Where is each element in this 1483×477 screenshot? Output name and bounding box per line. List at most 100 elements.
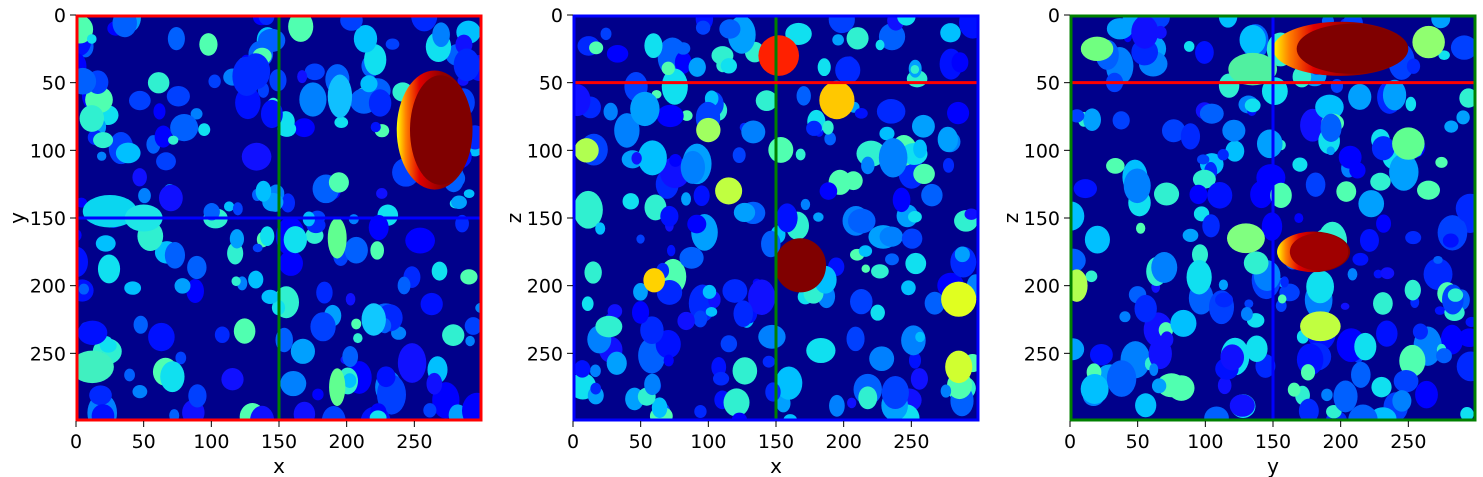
x-tick-label: 100 — [193, 431, 229, 453]
y-tick-label: 250 — [527, 343, 563, 365]
cell-blob — [1222, 119, 1246, 142]
cell-blob — [1084, 225, 1110, 254]
y-tick-label: 200 — [30, 276, 66, 298]
cell-blob — [1455, 193, 1476, 223]
x-tick-label: 250 — [396, 431, 432, 453]
plot-area-2 — [573, 15, 979, 421]
cell-blob — [776, 203, 798, 233]
cell-blob — [232, 202, 243, 216]
highlight-object — [774, 238, 827, 293]
cell-blob — [687, 214, 707, 234]
plot-frame — [572, 14, 980, 422]
cell-blob — [160, 361, 185, 393]
cell-blob — [1412, 323, 1428, 340]
cell-blob — [741, 120, 766, 144]
cell-blob — [1085, 270, 1098, 283]
cell-blob — [233, 318, 256, 344]
cell-blob — [112, 15, 137, 38]
cell-blob — [947, 101, 970, 125]
cell-blob — [1336, 181, 1357, 202]
cell-blob — [1444, 120, 1459, 133]
cell-blob — [1197, 154, 1210, 165]
cell-blob — [829, 394, 845, 417]
cell-blob — [312, 388, 324, 401]
highlight-object — [329, 368, 346, 407]
plot-frame — [1069, 14, 1477, 422]
cell-blob — [76, 197, 88, 208]
cell-blob — [796, 86, 811, 106]
cell-blob — [901, 228, 923, 249]
cell-blob — [97, 151, 107, 161]
cell-blob — [661, 61, 675, 76]
cell-blob — [1434, 306, 1446, 315]
cell-blob — [232, 56, 261, 97]
cell-blob — [722, 279, 748, 303]
highlight-object — [945, 350, 973, 384]
cell-blob — [693, 310, 708, 328]
y-tick-label: 50 — [1036, 73, 1060, 95]
y-tick-label: 0 — [551, 5, 563, 27]
cell-blob — [705, 306, 718, 317]
cell-blob — [775, 366, 803, 400]
cell-blob — [847, 397, 857, 409]
cell-blob — [1183, 40, 1195, 52]
cell-blob — [1131, 15, 1159, 49]
cell-blob — [89, 385, 112, 406]
cell-blob — [1351, 361, 1371, 388]
cell-blob — [603, 102, 618, 121]
cell-blob — [1270, 182, 1292, 208]
x-tick-label: 0 — [1064, 431, 1076, 453]
cell-blob — [846, 27, 869, 50]
y-tick-label: 200 — [1024, 276, 1060, 298]
cell-blob — [869, 346, 895, 372]
cell-blob — [1106, 360, 1137, 397]
y-tick-label: 100 — [30, 140, 66, 162]
cell-blob — [342, 346, 359, 368]
highlight-object — [758, 35, 800, 76]
cell-blob — [1151, 378, 1167, 394]
cell-blob — [252, 243, 263, 253]
cell-blob — [385, 38, 400, 50]
x-axis-label: y — [1267, 454, 1279, 477]
cell-blob — [723, 388, 750, 417]
y-axis-label: z — [502, 213, 526, 224]
cell-blob — [364, 44, 387, 76]
cell-blob — [1406, 58, 1421, 74]
cell-blob — [910, 64, 920, 74]
cell-blob — [858, 245, 873, 257]
cell-blob — [280, 193, 296, 213]
highlight-object — [715, 177, 743, 205]
cell-blob — [1305, 172, 1326, 197]
cell-blob — [1204, 406, 1229, 421]
cell-blob — [442, 324, 465, 346]
cell-blob — [1436, 348, 1452, 364]
cell-blob — [277, 121, 297, 137]
cell-blob — [1358, 190, 1385, 218]
highlight-object-core — [1289, 233, 1349, 271]
cell-blob — [370, 241, 385, 260]
cell-blob — [248, 270, 264, 289]
cell-blob — [1459, 88, 1476, 108]
plot-area-3 — [1070, 15, 1476, 421]
cell-blob — [640, 316, 664, 345]
cell-blob — [208, 74, 221, 89]
cell-blob — [681, 192, 692, 206]
plot-area-1 — [76, 15, 482, 421]
cell-blob — [250, 405, 275, 421]
cell-blob — [1106, 158, 1125, 174]
cell-blob — [720, 335, 738, 353]
y-tick-label: 150 — [30, 208, 66, 230]
cell-blob — [910, 368, 928, 390]
cell-blob — [1202, 214, 1220, 238]
cell-blob — [806, 337, 836, 364]
cell-blob — [280, 370, 307, 397]
cell-blob — [1359, 228, 1379, 252]
cell-blob — [879, 126, 895, 141]
cell-blob — [290, 338, 315, 364]
cell-blob — [908, 211, 922, 223]
cell-blob — [901, 280, 916, 296]
cell-blob — [616, 116, 628, 132]
cell-blob — [676, 42, 691, 55]
highlight-object — [1226, 223, 1265, 254]
x-axis-label: x — [273, 454, 285, 477]
